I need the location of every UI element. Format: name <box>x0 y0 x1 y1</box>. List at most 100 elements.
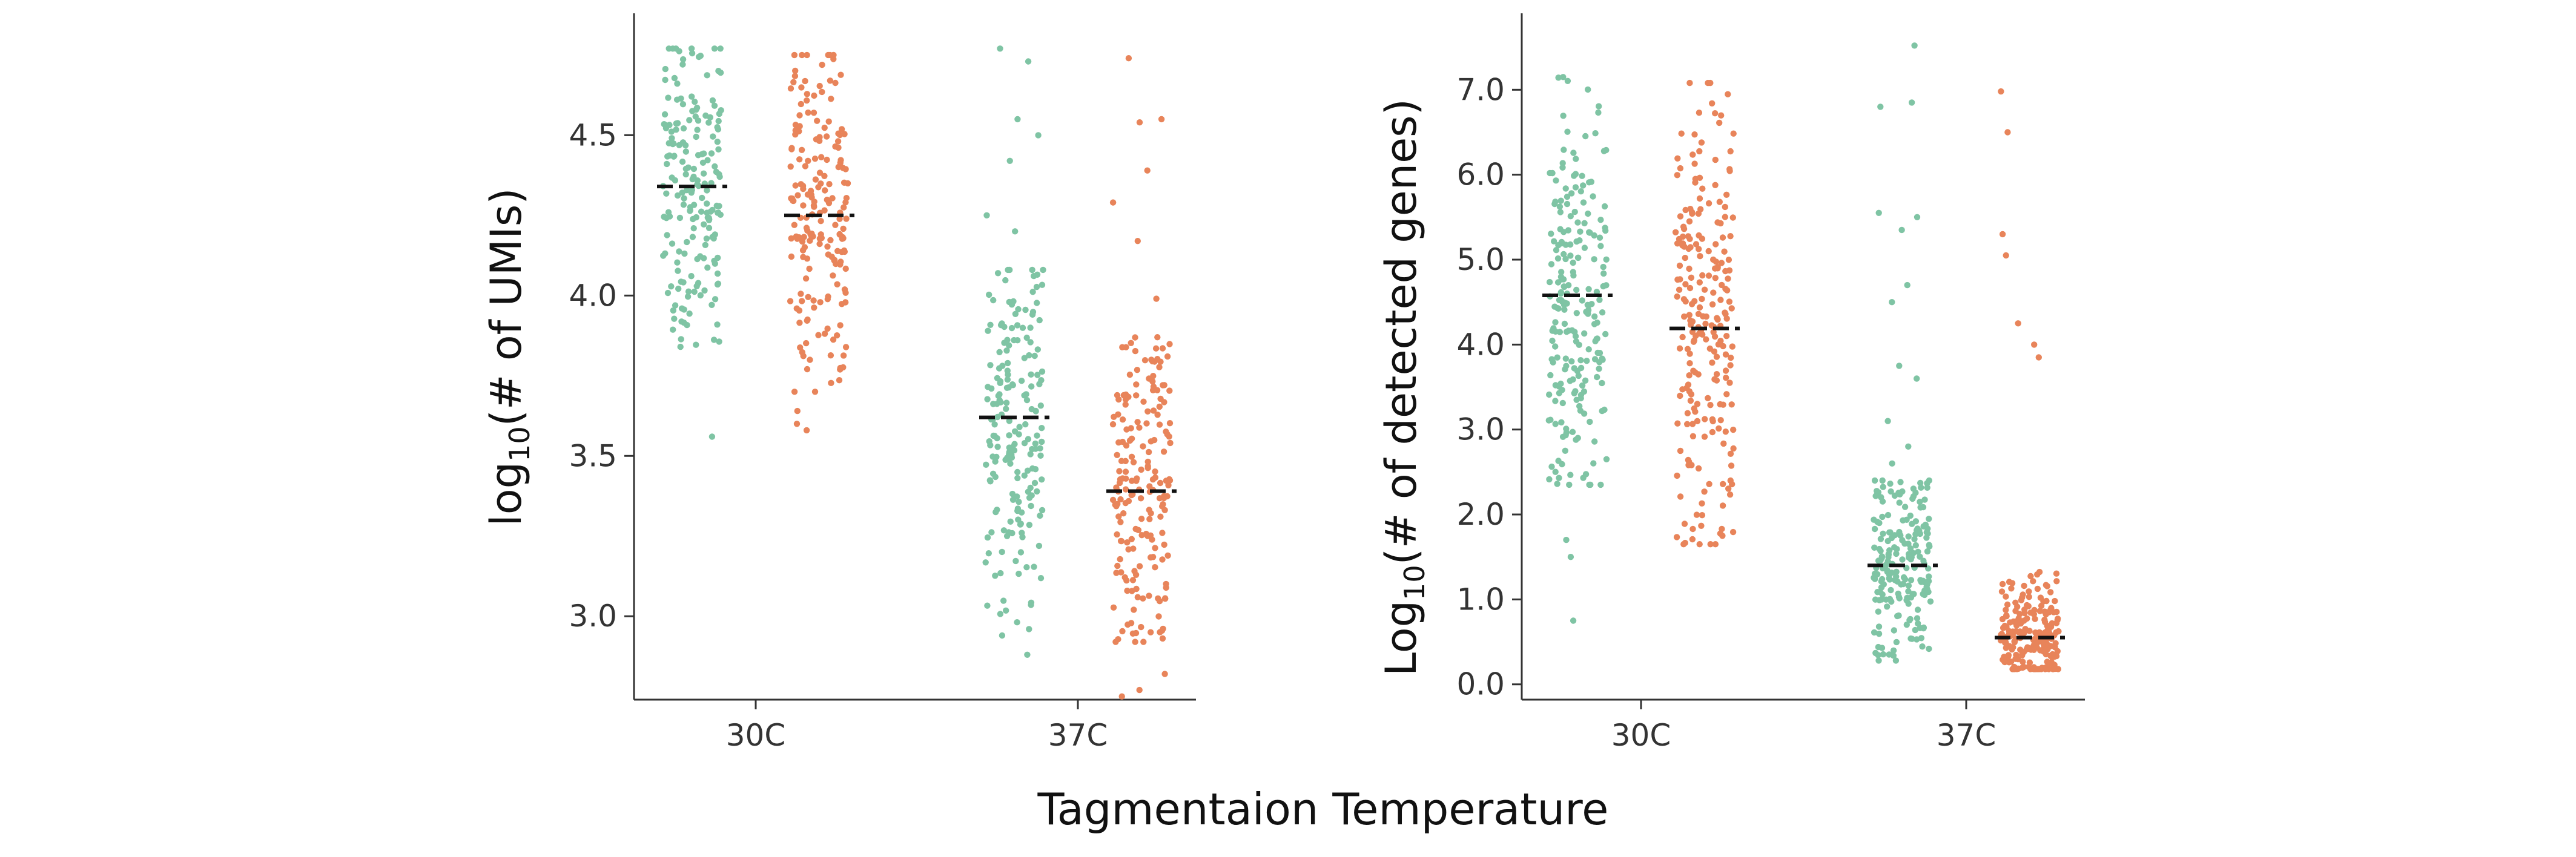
data-point <box>1722 310 1729 318</box>
data-point <box>1028 492 1035 499</box>
data-point <box>811 92 817 99</box>
data-point <box>679 139 687 146</box>
data-point <box>2004 129 2011 136</box>
data-point <box>1695 210 1702 217</box>
data-point <box>1914 525 1921 532</box>
data-point <box>798 291 804 297</box>
data-point <box>1717 297 1724 303</box>
data-point <box>1016 499 1022 505</box>
data-point <box>1109 496 1117 504</box>
data-point <box>2003 639 2009 646</box>
data-point <box>991 421 998 428</box>
data-point <box>690 225 697 232</box>
data-point <box>1696 541 1703 548</box>
data-point <box>994 270 1002 277</box>
data-point <box>1710 329 1717 335</box>
data-point <box>803 427 810 434</box>
data-point <box>1905 588 1912 595</box>
data-point <box>1021 392 1028 399</box>
data-point <box>1716 425 1722 432</box>
data-point <box>671 74 678 82</box>
data-point <box>1705 200 1712 207</box>
data-point <box>684 293 692 300</box>
data-point <box>2015 320 2021 327</box>
data-point <box>1725 257 1732 263</box>
data-point <box>2009 646 2015 653</box>
y-tick-label: 4.5 <box>569 117 617 153</box>
data-point <box>982 559 989 566</box>
data-point <box>698 208 705 215</box>
data-point <box>1134 594 1141 600</box>
data-point <box>1119 628 1126 635</box>
data-point <box>1721 248 1728 255</box>
data-point <box>791 222 798 228</box>
data-point <box>1132 347 1139 355</box>
data-point <box>1886 596 1894 602</box>
data-point <box>1158 627 1166 634</box>
data-point <box>1110 604 1117 611</box>
data-point <box>1009 381 1016 388</box>
data-point <box>715 146 722 153</box>
data-point <box>1012 557 1019 565</box>
data-point <box>673 96 681 103</box>
data-point <box>1917 504 1924 511</box>
data-point <box>2047 589 2054 596</box>
data-point <box>832 260 839 268</box>
data-point <box>1894 612 1901 620</box>
data-point <box>1167 439 1174 447</box>
data-point <box>811 304 817 311</box>
data-point <box>796 320 803 326</box>
data-point <box>1686 218 1693 225</box>
data-point <box>1713 353 1720 360</box>
data-point <box>1130 459 1137 465</box>
data-point <box>1896 363 1903 369</box>
data-point <box>2003 606 2009 613</box>
data-point <box>1562 366 1568 373</box>
data-point <box>684 238 690 246</box>
data-point <box>2038 665 2046 671</box>
data-point <box>1890 647 1897 654</box>
data-point <box>672 302 679 309</box>
data-point <box>1674 240 1681 247</box>
data-point <box>1727 148 1734 155</box>
data-point <box>708 433 716 440</box>
data-point <box>1572 333 1579 340</box>
data-point <box>808 194 815 201</box>
data-point <box>1872 576 1878 582</box>
data-point <box>704 200 710 207</box>
data-point <box>717 45 724 52</box>
data-point <box>1000 597 1007 604</box>
data-point <box>1014 116 1021 123</box>
data-point <box>1686 372 1693 379</box>
data-point <box>1156 364 1163 370</box>
data-point <box>1709 428 1716 436</box>
data-point <box>1587 418 1593 425</box>
data-point <box>1914 606 1921 613</box>
data-point <box>1586 179 1593 186</box>
data-point <box>1686 312 1693 318</box>
data-point <box>1118 458 1125 464</box>
data-point <box>1564 193 1571 200</box>
data-point <box>1695 371 1702 378</box>
data-point <box>1699 512 1706 519</box>
data-point <box>708 150 715 157</box>
data-point <box>1690 338 1697 345</box>
data-point <box>1603 256 1610 263</box>
data-point <box>1719 525 1725 533</box>
data-point <box>1599 309 1606 316</box>
data-point <box>1562 355 1569 362</box>
data-point <box>812 176 819 183</box>
data-point <box>1571 390 1577 396</box>
data-point <box>990 297 997 304</box>
data-point <box>1116 468 1123 474</box>
data-point <box>714 270 721 277</box>
data-point <box>1133 381 1140 388</box>
data-point <box>1603 282 1610 289</box>
data-point <box>814 117 821 124</box>
data-point <box>2053 652 2060 660</box>
data-point <box>841 204 847 211</box>
data-point <box>837 71 844 78</box>
data-point <box>825 251 832 258</box>
data-point <box>1012 310 1019 317</box>
data-point <box>813 136 820 143</box>
